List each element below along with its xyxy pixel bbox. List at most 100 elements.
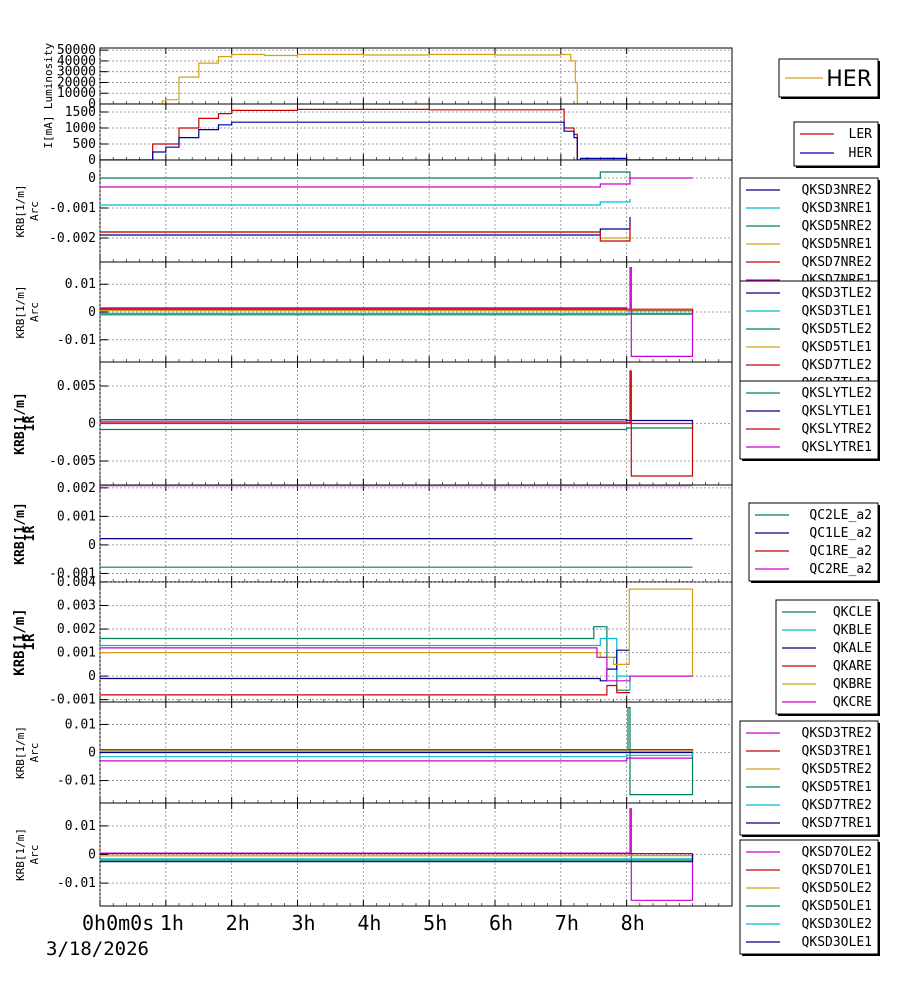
y-axis-title: KRB[1/m] xyxy=(13,392,28,455)
x-tick-label: 6h xyxy=(489,911,513,935)
legend-label: QKSLYTLE1 xyxy=(802,404,872,419)
y-tick-label: 0.01 xyxy=(65,819,96,834)
y-axis-title-secondary: Arc xyxy=(28,201,41,221)
legend-label: QKSD5TLE1 xyxy=(802,340,872,355)
y-axis-title: KRB[1/m] xyxy=(13,502,28,565)
legend-label: QKSD5OLE1 xyxy=(802,899,872,914)
y-tick-label: 0.002 xyxy=(57,622,96,637)
y-axis-title-secondary: IR xyxy=(22,633,38,650)
legend-label: QKSD7TRE1 xyxy=(802,816,872,831)
x-tick-label: 1h xyxy=(160,911,184,935)
legend-label: QKSLYTRE2 xyxy=(802,422,872,437)
series-line xyxy=(100,853,694,855)
legend-box xyxy=(748,502,879,582)
series-group xyxy=(100,108,693,160)
legend-label: QKSD7TRE2 xyxy=(802,798,872,813)
series-group xyxy=(100,707,694,796)
legend: QC2LE_a2 QC1LE_a2 QC1RE_a2 QC2RE_a2 xyxy=(748,502,880,583)
legend-label: QKSD7OLE2 xyxy=(802,845,872,860)
series-group xyxy=(100,370,694,477)
legend-label: QKSLYTRE1 xyxy=(802,440,872,455)
legend: QKSD3TRE2 QKSD3TRE1 QKSD5TRE2 QKSD5TRE1 QKSD… xyxy=(739,720,880,837)
y-tick-label: 0 xyxy=(88,848,96,863)
y-tick-label: 0 xyxy=(88,171,96,186)
legend-label: QKSD3TRE2 xyxy=(802,726,872,741)
legend-label: QKSD7NRE2 xyxy=(802,255,872,270)
legend-label: QKSD5OLE2 xyxy=(802,881,872,896)
series-line xyxy=(100,108,693,160)
legend-label: QKSD3NRE2 xyxy=(802,183,872,198)
series-line xyxy=(100,647,693,682)
legend-label: QKSD3TRE1 xyxy=(802,744,872,759)
series-line xyxy=(100,217,631,236)
y-axis-title: KRB[1/m] xyxy=(12,608,28,675)
legend-label: QKALE xyxy=(833,641,872,656)
y-tick-label: 0 xyxy=(88,305,96,320)
x-tick-label: 0h0m0s xyxy=(82,911,154,935)
y-tick-label: 40000 xyxy=(57,54,96,69)
legend-label: QKSD3NRE1 xyxy=(802,201,872,216)
legend-label: QKSD3OLE2 xyxy=(802,917,872,932)
x-tick-label: 7h xyxy=(555,911,579,935)
y-tick-label: 0.003 xyxy=(57,599,96,614)
legend-label: QKSD5NRE2 xyxy=(802,219,872,234)
x-axis-date-label: 3/18/2026 xyxy=(46,938,149,960)
legend-label: QKCLE xyxy=(833,605,872,620)
series-group xyxy=(100,53,693,104)
legend-label: QKSD3OLE1 xyxy=(802,935,872,950)
series-line xyxy=(100,171,631,181)
y-tick-label: -0.01 xyxy=(57,876,96,891)
y-axis-title-secondary: Arc xyxy=(28,743,41,763)
series-line xyxy=(100,750,694,753)
legend-label: QKSD5TRE2 xyxy=(802,762,872,777)
legend-box xyxy=(739,839,879,955)
series-line xyxy=(100,177,693,188)
legend-label: HER xyxy=(849,146,873,161)
y-tick-label: 0.004 xyxy=(57,575,96,590)
y-tick-label: -0.001 xyxy=(49,693,96,708)
legend-label: QC2LE_a2 xyxy=(809,508,872,523)
y-tick-label: 0 xyxy=(88,97,96,112)
y-axis-title: KRB[1/m] xyxy=(14,828,27,881)
series-group xyxy=(100,485,693,582)
series-line xyxy=(100,707,694,796)
series-line xyxy=(100,370,694,477)
plot-frame xyxy=(99,581,733,703)
y-tick-label: 0 xyxy=(88,538,96,553)
legend: QKSD3TLE2 QKSD3TLE1 QKSD5TLE2 QKSD5TLE1 QKSD… xyxy=(739,280,880,397)
y-tick-label: 1500 xyxy=(65,105,96,120)
plot-frame xyxy=(99,47,733,105)
series-line xyxy=(100,637,631,691)
y-tick-label: -0.002 xyxy=(49,231,96,246)
y-tick-label: -0.01 xyxy=(57,774,96,789)
series-group xyxy=(100,267,694,357)
chart-panel: -0.001 0 0.001 0.002 KRB[1/m]IR QC2LE_a2 QC1LE… xyxy=(13,481,880,583)
legend-label: QKCRE xyxy=(833,695,872,710)
y-tick-label: 10000 xyxy=(57,86,96,101)
y-axis-title-secondary: Arc xyxy=(28,845,41,865)
y-tick-label: 0.002 xyxy=(57,481,96,496)
legend-box xyxy=(739,280,879,396)
legend-label: QKSLYTLE2 xyxy=(802,386,872,401)
x-tick-label: 2h xyxy=(226,911,250,935)
legend-label: QKSD5TLE2 xyxy=(802,322,872,337)
y-axis-title: KRB[1/m] xyxy=(14,286,27,339)
y-tick-label: 30000 xyxy=(57,65,96,80)
y-axis-title: KRB[1/m] xyxy=(14,185,27,238)
legend-label: QKSD7TLE2 xyxy=(802,358,872,373)
plot-frame xyxy=(99,159,733,263)
series-line xyxy=(100,267,694,357)
y-axis-title-secondary: IR xyxy=(23,416,38,432)
series-line xyxy=(100,423,694,431)
series-line xyxy=(100,854,694,860)
chart-panel: -0.005 0 0.005 KRB[1/m]IR QKSLYTLE2 QKSLYTLE1… xyxy=(13,361,880,486)
series-line xyxy=(100,626,630,691)
legend-label: QKBLE xyxy=(833,623,872,638)
x-tick-label: 5h xyxy=(423,911,447,935)
